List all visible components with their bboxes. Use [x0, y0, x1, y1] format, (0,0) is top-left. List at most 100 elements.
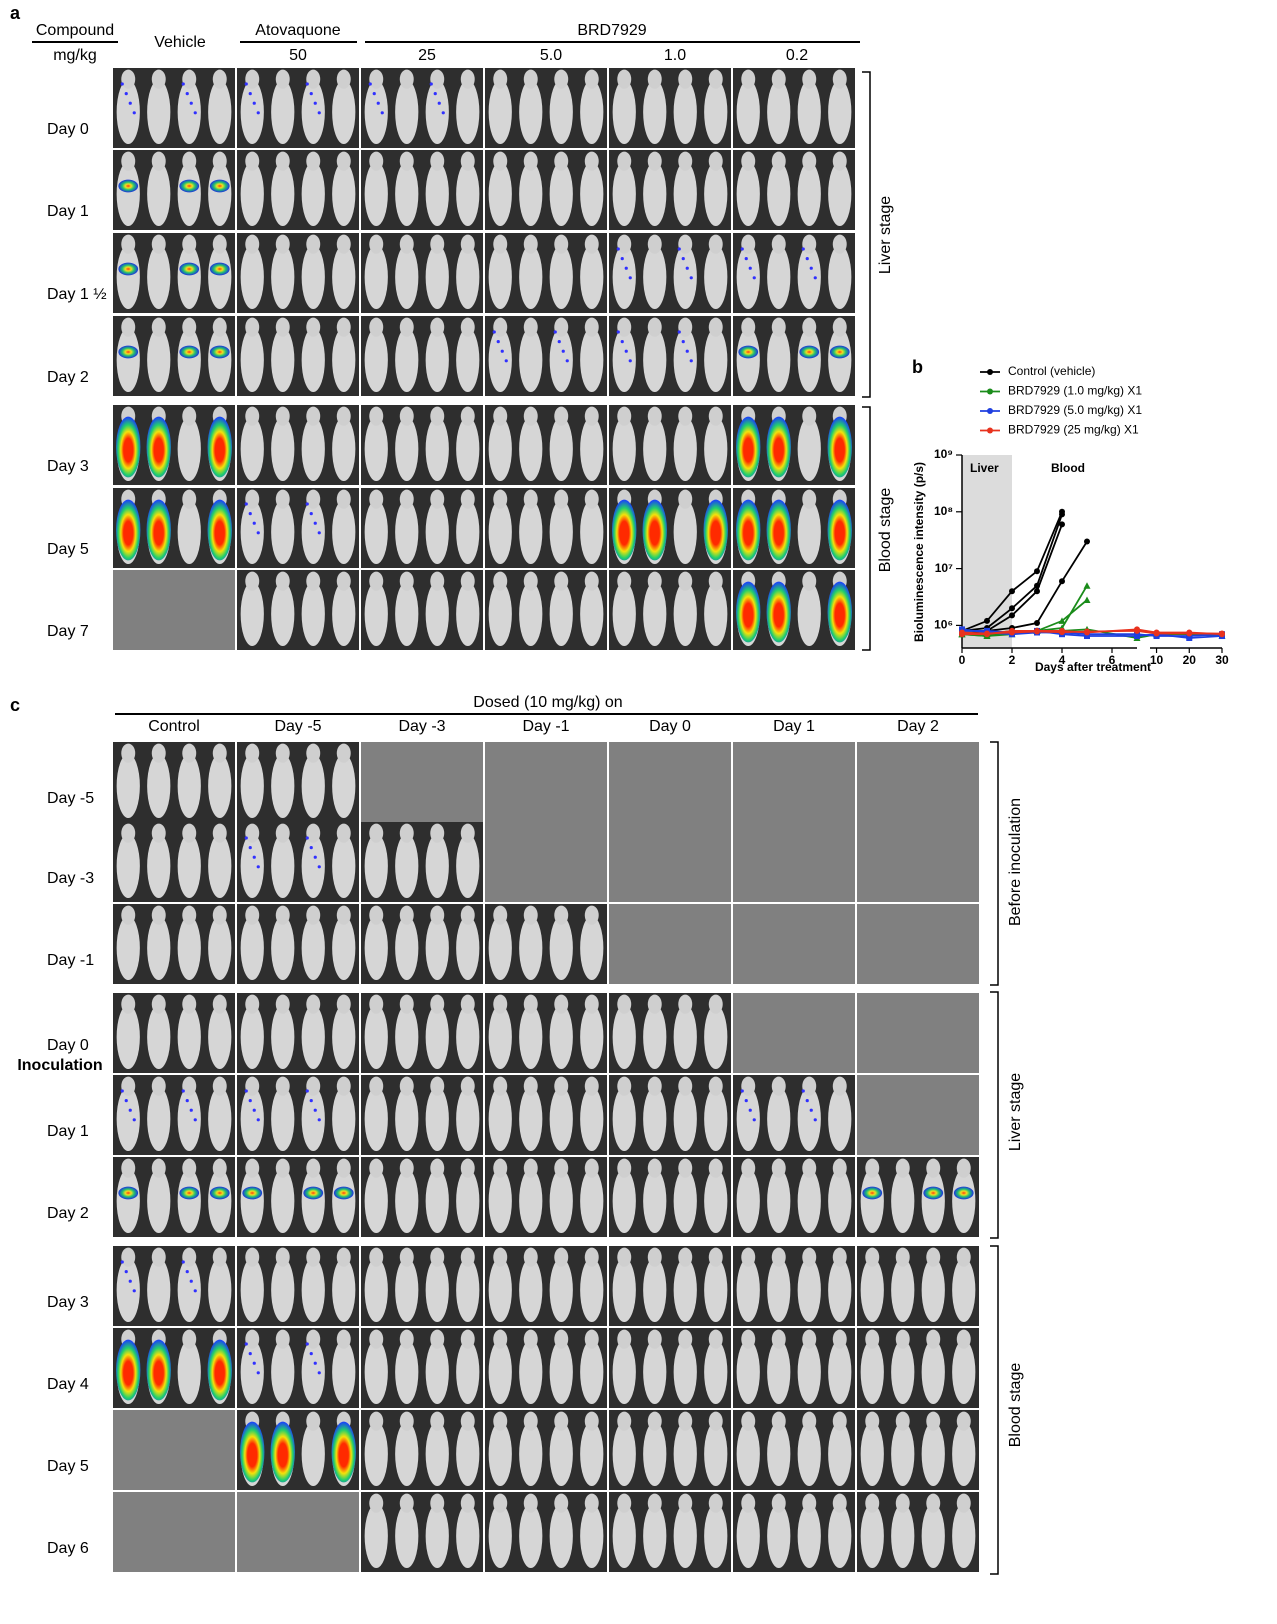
mouse-head [648, 1248, 662, 1267]
mouse-head [648, 318, 662, 337]
image-cell [113, 822, 235, 902]
image-cell [237, 316, 359, 396]
signal [612, 500, 636, 561]
image-cell [609, 822, 731, 902]
mouse-head [678, 1248, 692, 1267]
mouse-head [741, 235, 755, 254]
mouse [271, 1005, 294, 1069]
mouse-head [369, 995, 383, 1014]
mouse [704, 328, 727, 392]
data-point [1034, 588, 1040, 594]
x-tick-label: 20 [1183, 653, 1197, 667]
mouse [147, 754, 170, 818]
mouse [241, 1258, 264, 1322]
mouse [519, 417, 542, 481]
mouse-head [493, 1330, 507, 1349]
mouse [704, 1258, 727, 1322]
image-cell [609, 1328, 731, 1408]
data-point [1084, 629, 1090, 635]
signal [369, 82, 372, 85]
mouse [208, 834, 231, 898]
mouse-head [276, 1330, 290, 1349]
row-label: Day 3 [47, 1294, 89, 1311]
mouse [208, 754, 231, 818]
mouse [922, 1422, 945, 1486]
mouse-head [400, 906, 414, 925]
mouse [891, 1258, 914, 1322]
mouse [550, 245, 573, 309]
signal [373, 92, 376, 95]
mouse [922, 1169, 945, 1233]
signal [129, 1280, 132, 1283]
empty-cell [609, 742, 731, 822]
mouse-head [926, 1412, 940, 1431]
signal [249, 92, 252, 95]
mouse [519, 1005, 542, 1069]
empty-cell [733, 993, 855, 1073]
mouse [147, 1258, 170, 1322]
signal [753, 1118, 756, 1121]
row-label: Day 3 [47, 458, 89, 475]
image-cell [857, 742, 979, 822]
mouse [674, 1087, 697, 1151]
mouse [178, 916, 201, 980]
signal [147, 500, 171, 561]
signal [253, 102, 256, 105]
signal [245, 1089, 248, 1092]
mouse [550, 328, 573, 392]
mouse [828, 1340, 851, 1404]
mouse-head [276, 1248, 290, 1267]
signal [210, 263, 230, 276]
mouse-head [461, 70, 475, 89]
figure: a Compound mg/kg Vehicle Atovaquone 50 B… [0, 0, 1277, 1619]
signal [249, 1099, 252, 1102]
mouse-head [493, 407, 507, 426]
mouse [365, 916, 388, 980]
mouse-head [152, 1159, 166, 1178]
mouse-head [802, 1248, 816, 1267]
mouse-head [554, 152, 568, 171]
signal [242, 1187, 262, 1200]
mouse-head [369, 1077, 383, 1096]
column-label: Day 1 [773, 718, 815, 735]
mouse [519, 1504, 542, 1568]
signal [629, 359, 632, 362]
mouse-head [772, 70, 786, 89]
mouse-head [245, 824, 259, 843]
mouse [332, 1005, 355, 1069]
mouse [737, 1169, 760, 1233]
mouse [395, 245, 418, 309]
signal [497, 340, 500, 343]
mouse [952, 1169, 975, 1233]
mouse [519, 1340, 542, 1404]
image-cell [361, 1246, 483, 1326]
signal [828, 500, 852, 561]
mouse [302, 500, 325, 564]
signal [240, 1422, 264, 1483]
mouse [674, 162, 697, 226]
mouse-head [430, 1412, 444, 1431]
mouse-head [461, 1159, 475, 1178]
image-cell [237, 1075, 359, 1155]
dose: 5.0 [540, 47, 562, 64]
mouse-head [213, 824, 227, 843]
image-cell [361, 1157, 483, 1237]
data-point [1059, 578, 1065, 584]
mouse [674, 500, 697, 564]
mouse [704, 1087, 727, 1151]
mouse-head [493, 152, 507, 171]
signal [147, 417, 171, 478]
image-cell [485, 570, 607, 650]
signal [257, 1118, 260, 1121]
mouse [861, 1504, 884, 1568]
mouse-head [306, 318, 320, 337]
mouse-head [213, 1248, 227, 1267]
mouse-head [585, 152, 599, 171]
mouse [580, 1169, 603, 1233]
empty-cell [237, 1492, 359, 1572]
mouse [519, 500, 542, 564]
mouse [489, 245, 512, 309]
mouse-head [678, 490, 692, 509]
mouse-head [772, 318, 786, 337]
signal [133, 1289, 136, 1292]
